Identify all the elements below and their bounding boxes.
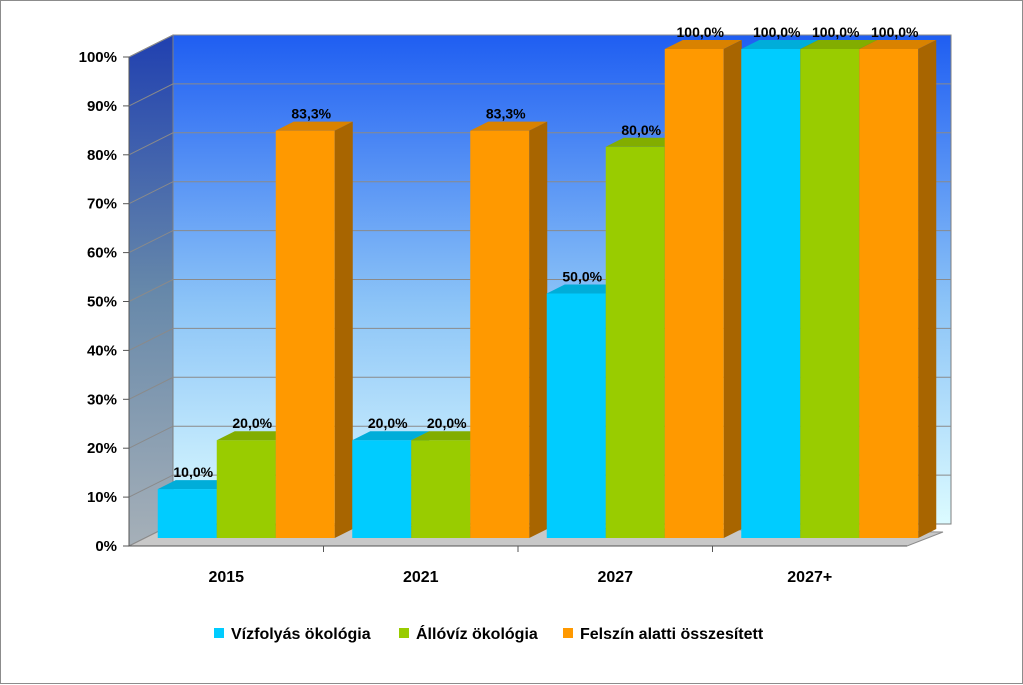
data-label: 100,0% [677,24,725,40]
data-label: 83,3% [486,106,526,122]
bar-top [605,137,683,147]
bar [859,40,937,538]
y-tick-label: 0% [95,538,117,555]
data-label: 20,0% [232,415,272,431]
bar-front [664,49,724,538]
legend-label: Felszín alatti összesített [580,626,764,643]
bar-front [470,130,530,538]
bar-top [470,121,548,131]
bar [275,121,353,539]
legend-swatch [399,628,409,638]
x-axis: 2015 2021 2027 2027+ [129,545,907,586]
data-label: 10,0% [173,464,213,480]
y-axis: 0% 10% 20% 30% 40% 50% 60% 70% 80% 90% 100% [79,49,130,555]
legend-item: Állóvíz ökológia [399,624,538,643]
bar-front [411,440,471,538]
bar-top [546,284,624,294]
bar [216,431,294,538]
bar-front [741,49,801,538]
y-tick-label: 100% [79,49,117,66]
bar-front [157,489,217,538]
legend-label: Állóvíz ökológia [416,624,538,643]
bar-side [723,40,742,538]
y-tick-label: 70% [87,196,117,213]
y-tick-label: 20% [87,440,117,457]
bar-top [216,431,294,441]
y-tick-label: 50% [87,294,117,311]
bar [470,121,548,539]
x-tick-label: 2027+ [787,569,832,586]
data-label: 20,0% [368,415,408,431]
legend-item: Vízfolyás ökológia [214,626,371,643]
y-tick-label: 60% [87,245,117,262]
data-labels: 10,0% 20,0% 83,3% 20,0% 20,0% 83,3% 50,0% 80,0%… [173,24,919,480]
bar-top [157,480,235,490]
data-label: 50,0% [562,269,602,285]
y-tick-label: 90% [87,98,117,115]
legend-swatch [214,628,224,638]
y-tick-label: 30% [87,391,117,408]
bar-side [334,121,353,539]
data-label: 100,0% [871,24,919,40]
bars [157,40,937,539]
legend: Vízfolyás ökológia Állóvíz ökológia Felszí… [214,624,764,643]
legend-swatch [563,628,573,638]
x-tick-label: 2021 [403,569,439,586]
bar-top [664,40,742,49]
y-tick-label: 40% [87,342,117,359]
x-tick-label: 2015 [208,569,244,586]
y-tick-label: 80% [87,147,117,164]
bar-top [741,40,819,49]
data-label: 83,3% [291,106,331,122]
gridline [128,34,951,58]
bar-top [275,121,353,131]
bar [664,40,742,538]
bar-top [411,431,489,441]
bar-front [352,440,412,538]
bar-front [859,49,919,538]
legend-item: Felszín alatti összesített [563,626,764,643]
y-tick-label: 10% [87,489,117,506]
bar-front [800,49,860,538]
bar-front [605,146,665,539]
bar-side [529,121,548,539]
bar-top [859,40,937,49]
bar-top [800,40,878,49]
data-label: 100,0% [812,24,860,40]
data-label: 80,0% [621,122,661,138]
legend-label: Vízfolyás ökológia [231,626,371,643]
bar-front [546,293,606,538]
bar-front [275,130,335,538]
x-tick-label: 2027 [597,569,633,586]
data-label: 100,0% [753,24,801,40]
bar-side [918,40,937,538]
bar-front [216,440,276,538]
bar-top [352,431,430,441]
data-label: 20,0% [427,415,467,431]
